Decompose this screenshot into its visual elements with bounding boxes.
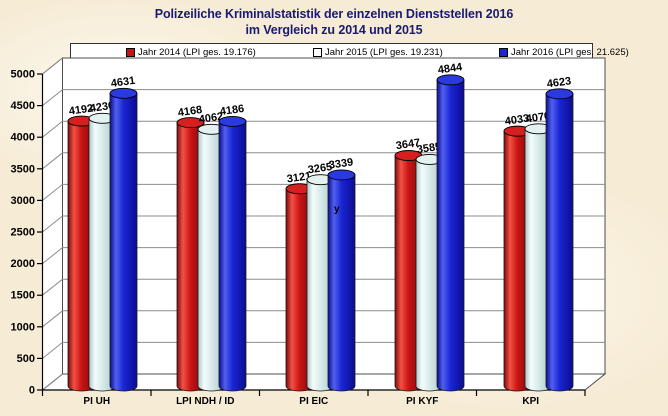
legend-label: Jahr 2014 (LPI ges. 19.176)	[138, 46, 256, 58]
gridline-depth	[42, 89, 63, 106]
y-axis-label: 5000	[11, 69, 35, 81]
chart-title-line2: im Vergleich zu 2014 und 2015	[245, 23, 423, 37]
stray-y-annotation: y	[334, 204, 340, 215]
bar-cylinder	[327, 174, 356, 392]
data-label: 4844	[437, 61, 464, 76]
data-label: 3339	[328, 156, 354, 171]
bar-cylinder	[436, 79, 465, 392]
category-label: PI UH	[83, 396, 110, 407]
bar-cylinder	[218, 121, 247, 392]
gridline-depth	[42, 373, 63, 391]
data-label: 4062	[198, 111, 224, 126]
data-label: 3585	[416, 141, 442, 156]
legend-item: Jahr 2014 (LPI ges. 19.176)	[126, 44, 256, 60]
legend-marker-icon	[126, 47, 135, 57]
legend-marker-icon	[313, 47, 322, 57]
bar-cylinder	[545, 93, 574, 392]
gridline-depth	[42, 278, 63, 296]
bar-cylinder-top	[436, 74, 465, 86]
bar-cylinder-top	[327, 169, 356, 181]
gridline-depth	[42, 152, 63, 170]
y-axis-label: 0	[29, 385, 35, 397]
bar-cylinder-top	[176, 117, 205, 129]
data-label: 4631	[110, 75, 136, 90]
legend-marker-icon	[499, 47, 508, 57]
bar-cylinder	[109, 92, 138, 392]
gridline-depth	[42, 215, 63, 233]
gridline-depth	[42, 57, 63, 75]
data-label: 3265	[307, 161, 333, 176]
legend-label: Jahr 2016 (LPI ges. 21.625)	[511, 46, 629, 58]
data-label: 4070	[525, 110, 551, 125]
y-axis-label: 4500	[11, 100, 35, 112]
gridline-depth	[42, 342, 63, 359]
data-label: 4236	[89, 100, 115, 115]
data-label: 4168	[177, 104, 203, 119]
bar-cylinder-top	[109, 87, 138, 99]
data-label: 4033	[504, 112, 530, 127]
data-label: 4192	[68, 102, 94, 117]
legend-item: Jahr 2016 (LPI ges. 21.625)	[499, 44, 629, 60]
y-axis-label: 1000	[11, 321, 35, 333]
y-axis-label: 2500	[11, 227, 35, 239]
y-axis-label: 3000	[11, 195, 35, 207]
gridline-depth	[42, 310, 63, 328]
legend: Jahr 2014 (LPI ges. 19.176) Jahr 2015 (LP…	[70, 43, 629, 61]
gridline-depth	[42, 247, 63, 264]
legend-label: Jahr 2015 (LPI ges. 19.231)	[325, 46, 443, 58]
data-label: 3121	[286, 170, 312, 185]
data-label: 4623	[546, 75, 572, 90]
y-axis-label: 3500	[11, 163, 35, 175]
bar-cylinder-top	[545, 88, 574, 100]
chart-title-line1: Polizeiliche Kriminalstatistik der einze…	[154, 7, 514, 21]
gridline-depth	[42, 184, 63, 201]
data-label: 3647	[395, 137, 421, 152]
category-label: LPI NDH / ID	[176, 396, 234, 407]
legend-item: Jahr 2015 (LPI ges. 19.231)	[313, 44, 443, 60]
y-axis-label: 2000	[11, 258, 35, 270]
category-label: KPI	[522, 396, 539, 407]
bar-cylinder-top	[218, 115, 247, 127]
category-label: PI EIC	[299, 396, 328, 407]
y-axis-label: 500	[17, 353, 35, 365]
data-label: 4186	[219, 103, 245, 118]
y-axis-label: 1500	[11, 290, 35, 302]
y-axis-label: 4000	[11, 132, 35, 144]
gridline-depth	[42, 120, 63, 138]
category-label: PI KYF	[406, 396, 438, 407]
